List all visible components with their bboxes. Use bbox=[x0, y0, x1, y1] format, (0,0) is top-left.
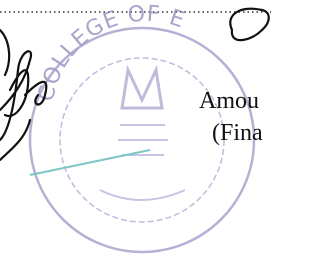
document-scan: COLLEGE OF E Amou (Fina bbox=[0, 0, 271, 273]
amount-label: Amou bbox=[199, 88, 259, 114]
amount-note: (Fina bbox=[212, 120, 263, 146]
page: COLLEGE OF E Amou (Fina (() => { const d… bbox=[0, 0, 320, 273]
